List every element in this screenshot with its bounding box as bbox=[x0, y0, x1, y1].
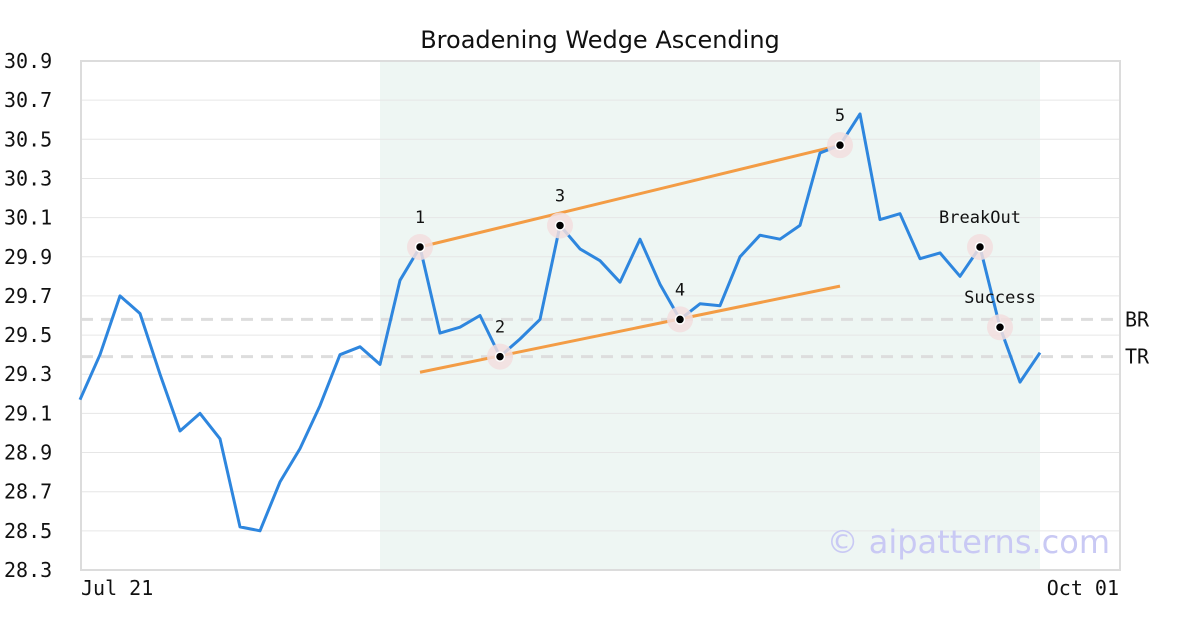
point-marker-1 bbox=[414, 241, 426, 253]
y-tick-label: 28.5 bbox=[4, 519, 52, 543]
x-axis-ticks: Jul 21 Oct 01 bbox=[81, 576, 1119, 600]
y-tick-label: 29.7 bbox=[4, 284, 52, 308]
y-tick-label: 29.3 bbox=[4, 362, 52, 386]
point-marker-success bbox=[994, 321, 1006, 333]
point-marker-breakout bbox=[974, 241, 986, 253]
point-label-3: 3 bbox=[555, 186, 565, 206]
y-tick-label: 29.1 bbox=[4, 401, 52, 425]
y-tick-label: 30.5 bbox=[4, 127, 52, 151]
point-marker-3 bbox=[554, 220, 566, 231]
level-label-tr: TR bbox=[1125, 345, 1150, 369]
y-axis-ticks: 30.9 30.7 30.5 30.3 30.1 29.9 29.7 29.5 29.3 29.1… bbox=[4, 49, 52, 582]
upper-trendline bbox=[419, 143, 841, 249]
plot-frame bbox=[80, 60, 1121, 571]
y-tick-label: 28.3 bbox=[4, 558, 52, 582]
y-tick-label: 30.3 bbox=[4, 166, 52, 190]
point-marker-4 bbox=[674, 314, 686, 325]
x-tick-label: Jul 21 bbox=[81, 576, 153, 600]
point-label-5: 5 bbox=[835, 106, 845, 126]
horizontal-levels: BR TR bbox=[81, 307, 1150, 369]
y-tick-label: 30.9 bbox=[4, 49, 52, 73]
point-marker-2 bbox=[494, 351, 506, 362]
y-tick-label: 29.9 bbox=[4, 245, 52, 269]
y-tick-label: 28.9 bbox=[4, 441, 52, 465]
y-tick-label: 28.7 bbox=[4, 480, 52, 504]
y-tick-label: 30.1 bbox=[4, 206, 52, 230]
point-label-2: 2 bbox=[495, 318, 505, 338]
level-label-br: BR bbox=[1125, 307, 1150, 331]
pattern-points: 1 2 3 4 5 BreakOut Success bbox=[407, 106, 1036, 370]
point-label-breakout: BreakOut bbox=[939, 208, 1021, 228]
chart-title: Broadening Wedge Ascending bbox=[420, 26, 780, 54]
pattern-region bbox=[380, 61, 1040, 570]
x-tick-label: Oct 01 bbox=[1047, 576, 1119, 600]
watermark: © aipatterns.com bbox=[827, 523, 1110, 561]
y-tick-label: 30.7 bbox=[4, 88, 52, 112]
point-label-1: 1 bbox=[415, 208, 425, 228]
point-label-4: 4 bbox=[675, 280, 685, 300]
point-marker-5 bbox=[834, 139, 846, 151]
point-label-success: Success bbox=[964, 288, 1036, 308]
y-tick-label: 29.5 bbox=[4, 323, 52, 347]
